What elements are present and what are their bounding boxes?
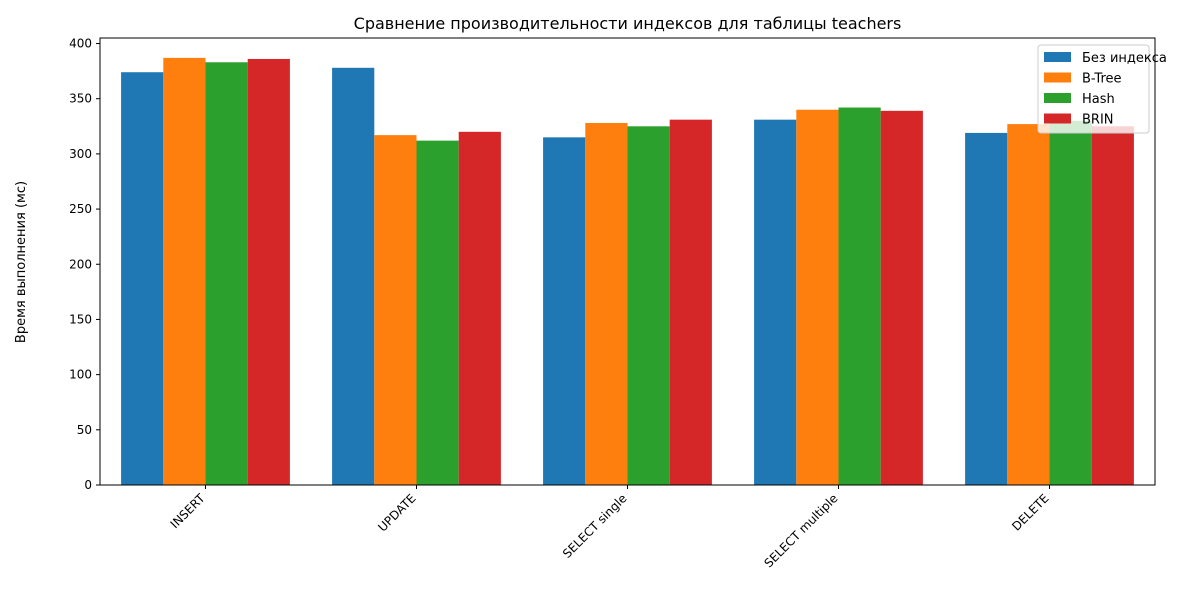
y-tick-label: 150 (69, 312, 92, 326)
legend-swatch (1044, 72, 1071, 83)
y-axis-label: Время выполнения (мс) (14, 181, 29, 343)
legend: Без индекса B-Tree Hash BRIN (1037, 44, 1167, 134)
y-tick-label: 250 (69, 202, 92, 216)
legend-swatch (1044, 52, 1071, 62)
bars-layer (121, 57, 1134, 486)
bar (543, 137, 586, 485)
x-tick-label: SELECT multiple (761, 491, 840, 570)
bar (247, 58, 290, 485)
legend-swatch (1044, 93, 1071, 103)
bar (205, 62, 248, 485)
legend-label: Hash (1082, 92, 1115, 107)
x-tick-label: SELECT single (560, 491, 630, 561)
y-tick-label: 300 (69, 147, 92, 161)
legend-label: B-Tree (1082, 72, 1122, 87)
y-tick-label: 0 (84, 478, 92, 492)
x-tick-label: UPDATE (375, 491, 418, 534)
bar (121, 72, 164, 486)
bar (627, 126, 670, 486)
y-tick-label: 400 (69, 37, 92, 51)
bar (1007, 124, 1050, 485)
bar (416, 140, 459, 485)
legend-label: BRIN (1082, 113, 1114, 128)
x-tick-label: INSERT (168, 491, 208, 531)
legend-swatch (1044, 113, 1071, 124)
bar (163, 57, 206, 486)
bar (332, 67, 375, 486)
bar (754, 119, 797, 486)
bar (796, 109, 839, 486)
y-tick-label: 100 (69, 368, 92, 382)
bar (374, 135, 417, 485)
bar (585, 122, 628, 486)
chart-title: Сравнение производительности индексов дл… (354, 14, 902, 33)
legend-box (1037, 44, 1150, 134)
x-tick-label: DELETE (1009, 491, 1051, 533)
bar (1091, 126, 1134, 486)
y-tick-label: 50 (77, 423, 92, 437)
bar (880, 110, 923, 485)
y-tick-label: 350 (69, 92, 92, 106)
bar (1049, 120, 1092, 485)
legend-label: Без индекса (1082, 51, 1167, 66)
y-tick-label: 200 (69, 257, 92, 271)
bar (669, 119, 712, 486)
bar (458, 131, 501, 485)
bar (965, 132, 1008, 486)
bar (838, 107, 881, 485)
